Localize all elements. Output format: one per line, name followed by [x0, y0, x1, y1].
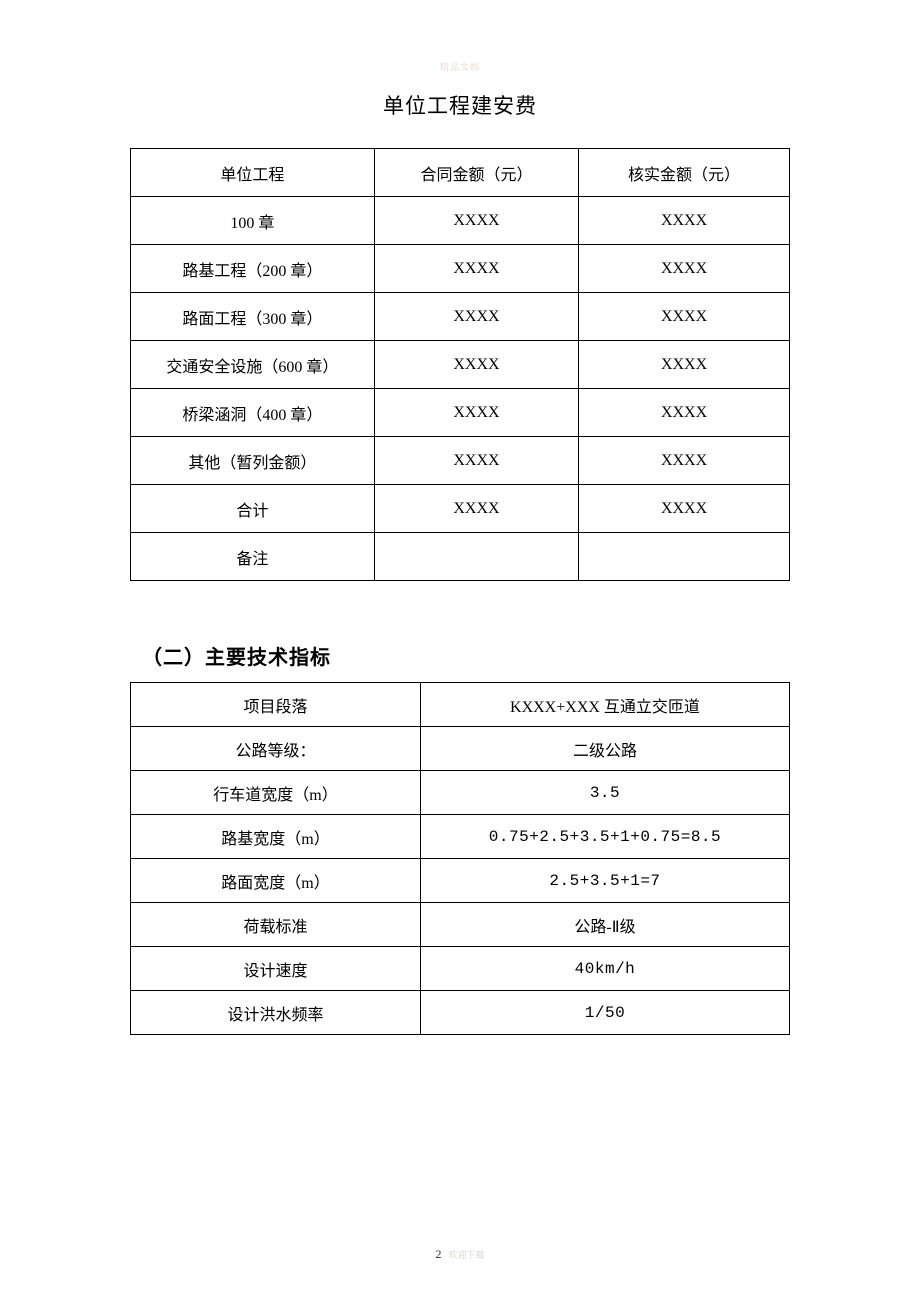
- page-content: 单位工程建安费 单位工程合同金额（元）核实金额（元）100 章XXXXXXXX路…: [0, 0, 920, 1035]
- table-row: 其他（暂列金额）XXXXXXXX: [131, 437, 790, 485]
- spec-table: 项目段落KXXX+XXX 互通立交匝道公路等级：二级公路行车道宽度（m）3.5路…: [130, 682, 790, 1035]
- table-row: 合计XXXXXXXX: [131, 485, 790, 533]
- table-cell: XXXX: [579, 389, 790, 437]
- page-number-faint: 欢迎下载: [448, 1250, 484, 1260]
- table-cell: 备注: [131, 533, 375, 581]
- table-cell: 项目段落: [131, 683, 421, 727]
- table-row: 行车道宽度（m）3.5: [131, 771, 790, 815]
- table-cell: 路基宽度（m）: [131, 815, 421, 859]
- table-cell: XXXX: [374, 245, 578, 293]
- table-cell: XXXX: [374, 485, 578, 533]
- table-cell: 其他（暂列金额）: [131, 437, 375, 485]
- watermark-top: 精品文档: [440, 60, 480, 73]
- table-cell: 0.75+2.5+3.5+1+0.75=8.5: [420, 815, 789, 859]
- table-cell: 路面工程（300 章）: [131, 293, 375, 341]
- table-cell: 路基工程（200 章）: [131, 245, 375, 293]
- table-cell: 荷载标准: [131, 903, 421, 947]
- table-cell: 100 章: [131, 197, 375, 245]
- table-cell: XXXX: [579, 485, 790, 533]
- table-cell: 设计速度: [131, 947, 421, 991]
- table-cell: 设计洪水频率: [131, 991, 421, 1035]
- table-cell: [374, 533, 578, 581]
- table-row: 路基工程（200 章）XXXXXXXX: [131, 245, 790, 293]
- page-number: 2 欢迎下载: [435, 1247, 484, 1262]
- table-cell: XXXX: [579, 341, 790, 389]
- table-cell: XXXX: [579, 293, 790, 341]
- table-cell: 3.5: [420, 771, 789, 815]
- table-cell: XXXX: [374, 389, 578, 437]
- page-title: 单位工程建安费: [130, 90, 790, 120]
- table-cell: XXXX: [374, 197, 578, 245]
- table-row: 100 章XXXXXXXX: [131, 197, 790, 245]
- table-header-cell: 核实金额（元）: [579, 149, 790, 197]
- table-cell: 1/50: [420, 991, 789, 1035]
- table-row: 路面宽度（m）2.5+3.5+1=7: [131, 859, 790, 903]
- table-row: 项目段落KXXX+XXX 互通立交匝道: [131, 683, 790, 727]
- table-cell: 公路等级：: [131, 727, 421, 771]
- table-row: 公路等级：二级公路: [131, 727, 790, 771]
- table-header-row: 单位工程合同金额（元）核实金额（元）: [131, 149, 790, 197]
- table-cell: 二级公路: [420, 727, 789, 771]
- table-cell: 交通安全设施（600 章）: [131, 341, 375, 389]
- table-header-cell: 单位工程: [131, 149, 375, 197]
- table-row: 路基宽度（m）0.75+2.5+3.5+1+0.75=8.5: [131, 815, 790, 859]
- cost-table: 单位工程合同金额（元）核实金额（元）100 章XXXXXXXX路基工程（200 …: [130, 148, 790, 581]
- table-cell: 路面宽度（m）: [131, 859, 421, 903]
- table-cell: XXXX: [579, 245, 790, 293]
- table-cell: XXXX: [374, 341, 578, 389]
- table-cell: XXXX: [579, 197, 790, 245]
- table-cell: XXXX: [374, 437, 578, 485]
- table-row: 交通安全设施（600 章）XXXXXXXX: [131, 341, 790, 389]
- table-row: 设计速度40km/h: [131, 947, 790, 991]
- table-row: 设计洪水频率1/50: [131, 991, 790, 1035]
- table-cell: 2.5+3.5+1=7: [420, 859, 789, 903]
- table-row: 荷载标准公路-Ⅱ级: [131, 903, 790, 947]
- section-heading: （二）主要技术指标: [142, 641, 790, 670]
- table-cell: XXXX: [579, 437, 790, 485]
- table-cell: 行车道宽度（m）: [131, 771, 421, 815]
- table-cell: KXXX+XXX 互通立交匝道: [420, 683, 789, 727]
- table-cell: 合计: [131, 485, 375, 533]
- table-cell: [579, 533, 790, 581]
- page-number-value: 2: [435, 1247, 441, 1261]
- table-row: 路面工程（300 章）XXXXXXXX: [131, 293, 790, 341]
- table1-body: 单位工程合同金额（元）核实金额（元）100 章XXXXXXXX路基工程（200 …: [131, 149, 790, 581]
- table-cell: 40km/h: [420, 947, 789, 991]
- table-row: 备注: [131, 533, 790, 581]
- table-cell: 公路-Ⅱ级: [420, 903, 789, 947]
- table2-body: 项目段落KXXX+XXX 互通立交匝道公路等级：二级公路行车道宽度（m）3.5路…: [131, 683, 790, 1035]
- table-header-cell: 合同金额（元）: [374, 149, 578, 197]
- table-row: 桥梁涵洞（400 章）XXXXXXXX: [131, 389, 790, 437]
- table-cell: 桥梁涵洞（400 章）: [131, 389, 375, 437]
- table-cell: XXXX: [374, 293, 578, 341]
